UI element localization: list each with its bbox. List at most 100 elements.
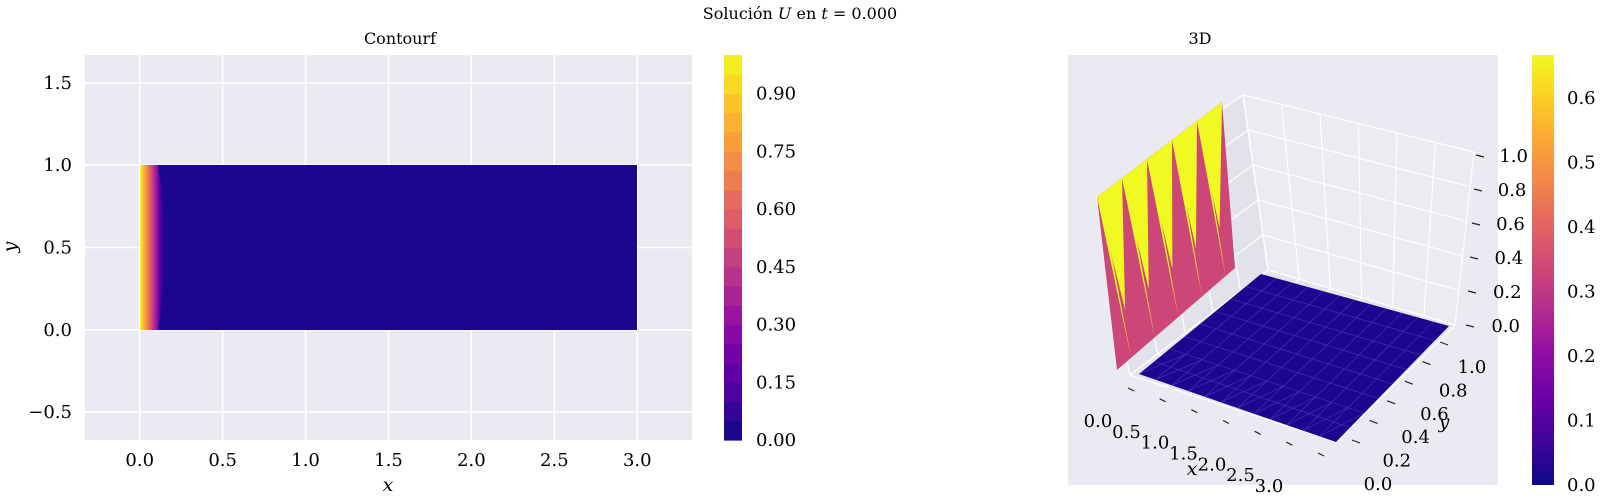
surface-mesh-line [1184, 336, 1379, 399]
surface-xtick-label: 1.5 [1169, 444, 1198, 465]
surface-ridge-facet [1147, 140, 1173, 269]
surface-gridline [1257, 199, 1463, 257]
surface-ztick-label: 0.6 [1496, 214, 1525, 235]
colorbar-level [724, 324, 742, 345]
surface-gridline [1357, 123, 1363, 298]
contour-ytick-label: 0.0 [43, 320, 72, 341]
surface-mesh-line [1220, 380, 1268, 403]
surface-pane-right [1243, 95, 1474, 325]
colorbar-tick-label: 0.90 [756, 84, 796, 105]
colorbar-level [724, 209, 742, 229]
colorbar-tick-label: 0.5 [1567, 153, 1596, 174]
surface-xtick-label: 2.5 [1226, 465, 1255, 486]
contour-ytick-label: 1.5 [43, 73, 72, 94]
surface-mesh-line [1215, 311, 1407, 370]
surface-xlabel: x [1187, 458, 1198, 480]
surface-mesh [1138, 278, 1435, 437]
colorbar-level [724, 228, 742, 249]
colorbar-level [724, 93, 742, 114]
surface-gridline [1335, 324, 1456, 443]
contour-ytick-label: −0.5 [28, 402, 72, 423]
colorbar-tick-label: 0.45 [756, 257, 796, 278]
contour-tick-labels: 0.0 0.5 1.0 1.5 2.0 2.5 3.0 −0.5 0.0 0.5 1.0 1.5 [28, 73, 651, 471]
surface-xtick-label: 3.0 [1255, 476, 1284, 497]
surface-ytick-label: 0.6 [1420, 404, 1449, 425]
contour-xtick-label: 0.0 [125, 450, 154, 471]
surface-ridge-facet [1122, 178, 1155, 338]
contour-xtick-label: 0.5 [208, 450, 237, 471]
surface-xtick-label: 0.0 [1084, 411, 1113, 432]
colorbar-level [724, 305, 742, 326]
colorbar-level [724, 170, 742, 191]
surface-xtick-label: 0.5 [1112, 422, 1141, 443]
surface-ytick-label: 0.2 [1382, 451, 1411, 472]
contour-title: Contourf [364, 29, 437, 48]
colorbar-tick-label: 0.6 [1567, 88, 1596, 109]
colorbar-level [724, 132, 742, 152]
contour-field-edge [140, 165, 164, 330]
surface-ridge-facet [1197, 102, 1222, 229]
surface-ztick-label: 0.0 [1491, 316, 1520, 337]
surface-ytick-label: 0.8 [1439, 380, 1468, 401]
colorbar-level [724, 343, 742, 364]
surface-floor [1139, 274, 1449, 442]
surface-mesh-line [1303, 407, 1349, 431]
contour-ytick-label: 1.0 [43, 155, 72, 176]
surface-mesh-line [1188, 370, 1235, 392]
surface-ridge-facet [1097, 178, 1126, 310]
colorbar-level [724, 382, 742, 403]
contour-field-low [140, 165, 637, 330]
colorbar-tick-label: 0.1 [1567, 411, 1596, 432]
colorbar-level [724, 420, 742, 441]
colorbar-level [724, 247, 742, 268]
colorbar-tick-label: 0.0 [1567, 475, 1596, 496]
colorbar-level [724, 363, 742, 383]
surface-ridge-facet [1197, 121, 1226, 277]
surface-ztick-label: 1.0 [1499, 146, 1528, 167]
colorbar-tick-label: 0.60 [756, 199, 796, 220]
surface-ytick-label: 0.4 [1401, 427, 1430, 448]
figure-suptitle: Solución U en t = 0.000 [703, 4, 897, 23]
colorbar-tick-label: 0.30 [756, 315, 796, 336]
surface-mesh-line [1319, 412, 1365, 437]
colorbar-level [724, 55, 742, 75]
surface-mesh-line [1270, 396, 1316, 420]
colorbar-level [724, 112, 742, 133]
surface-ytick-label: 1.0 [1458, 357, 1487, 378]
surface-gridline [1129, 374, 1337, 443]
surface-mesh-line [1286, 402, 1332, 426]
surface-ridge-facet [1172, 121, 1197, 249]
colorbar-level [724, 151, 742, 172]
surface-mesh-line [1154, 361, 1351, 428]
colorbar-level [724, 401, 742, 422]
colorbar-gradient [1532, 55, 1554, 485]
surface-mesh-line [1171, 364, 1219, 386]
surface-ztick-label: 0.2 [1493, 282, 1522, 303]
contour-chart: Contourf 0.0 0.5 1.0 1.5 2.0 2.5 3.0 −0.5 0.0 0.5… [0, 29, 796, 496]
colorbar-tick-label: 0.3 [1567, 282, 1596, 303]
surface-gridline [1392, 132, 1398, 307]
surface-ztick-label: 0.4 [1495, 248, 1524, 269]
colorbar-level [724, 189, 742, 210]
colorbar-tick-label: 0.15 [756, 372, 796, 393]
surface-gridline [1319, 113, 1331, 289]
surface-colorbar: 0.0 0.1 0.2 0.3 0.4 0.5 0.6 [1532, 55, 1596, 496]
surface-mesh-line [1155, 359, 1203, 380]
contour-ylabel: y [0, 241, 21, 253]
colorbar-tick-label: 0.00 [756, 430, 796, 451]
surface-gridline [1262, 234, 1459, 291]
surface-xtick-label: 1.0 [1141, 433, 1170, 454]
surface-ridge-facet [1147, 159, 1179, 317]
colorbar-tick-label: 0.4 [1567, 217, 1596, 238]
surface-ridge-facet [1172, 140, 1202, 297]
contour-xtick-label: 3.0 [623, 450, 652, 471]
surface-title: 3D [1188, 29, 1211, 48]
surface-ztick-label: 0.8 [1498, 180, 1527, 201]
surface-mesh-line [1230, 298, 1421, 356]
contour-ytick-label: 0.5 [43, 238, 72, 259]
contour-xtick-label: 2.5 [540, 450, 569, 471]
colorbar-level [724, 266, 742, 287]
contour-xtick-label: 1.0 [291, 450, 320, 471]
surface-chart: 3D 0.00.51.01.52.02.53.0 0.00.20.40.60.81… [1068, 29, 1596, 497]
